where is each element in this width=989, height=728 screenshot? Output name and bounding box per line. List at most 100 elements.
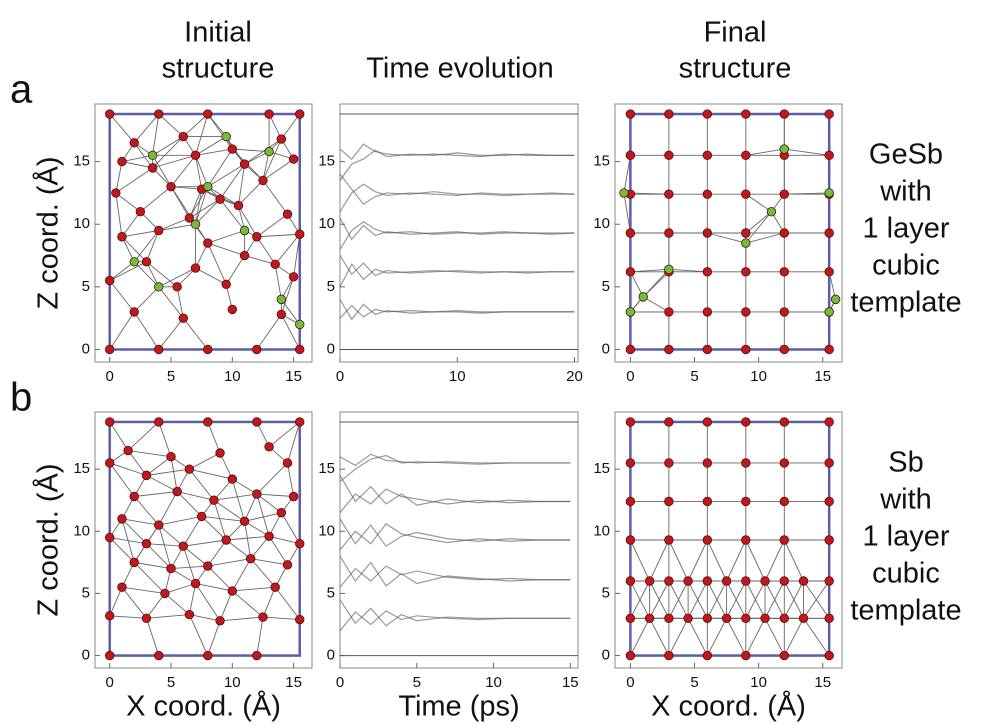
y-tick-label: 0 — [602, 340, 610, 357]
atom — [253, 490, 262, 499]
atom — [271, 260, 280, 269]
atom — [265, 442, 274, 451]
atom — [825, 229, 834, 238]
atom — [283, 210, 292, 219]
atom — [130, 258, 139, 267]
y-tick-label: 5 — [82, 584, 90, 601]
atom — [203, 182, 212, 191]
atom — [825, 614, 834, 623]
atom — [703, 190, 712, 199]
y-tick-label: 0 — [602, 647, 610, 664]
atom — [665, 418, 674, 427]
x-tick-label: 15 — [285, 368, 302, 385]
atom — [259, 613, 268, 622]
atom — [780, 145, 789, 154]
atom — [118, 157, 127, 166]
y-tick-label: 15 — [318, 153, 335, 170]
atom — [825, 151, 834, 160]
x-tick-label: 10 — [485, 674, 502, 691]
atom — [626, 418, 635, 427]
atom — [684, 614, 693, 623]
atom — [130, 308, 139, 317]
atom — [105, 533, 114, 542]
atom — [742, 308, 751, 317]
y-tick-label: 10 — [73, 215, 90, 232]
atom — [780, 651, 789, 660]
atom — [742, 239, 751, 248]
atom — [222, 280, 231, 289]
atom — [203, 110, 212, 119]
atom — [118, 515, 127, 524]
atom — [722, 614, 731, 623]
atom — [761, 577, 770, 586]
atom — [626, 308, 635, 317]
atom — [154, 651, 163, 660]
y-tick-label: 5 — [602, 278, 610, 295]
row-description: cubic — [872, 558, 940, 590]
x-tick-label: 5 — [167, 368, 175, 385]
y-tick-label: 15 — [73, 153, 90, 170]
atom — [665, 459, 674, 468]
x-axis-label: X coord. (Å) — [126, 690, 281, 723]
panel: 051015051015 — [593, 412, 842, 691]
x-tick-label: 5 — [690, 368, 698, 385]
atom — [246, 554, 255, 563]
atom — [620, 189, 629, 198]
y-tick-label: 5 — [82, 278, 90, 295]
atom — [703, 151, 712, 160]
atom — [271, 583, 280, 592]
atom — [703, 110, 712, 119]
column-title: Time evolution — [366, 53, 554, 85]
atom — [118, 583, 127, 592]
atom — [665, 651, 674, 660]
atom — [253, 232, 262, 241]
panel: 051015051015 — [318, 412, 578, 691]
atom — [173, 487, 182, 496]
atom — [742, 229, 751, 238]
atom — [665, 229, 674, 238]
atom — [626, 614, 635, 623]
atom — [780, 268, 789, 277]
y-tick-label: 15 — [73, 460, 90, 477]
atom — [799, 577, 808, 586]
atom — [167, 452, 176, 461]
y-tick-label: 0 — [82, 647, 90, 664]
y-tick-label: 10 — [73, 522, 90, 539]
x-tick-label: 15 — [814, 368, 831, 385]
atom — [154, 110, 163, 119]
atom — [645, 577, 654, 586]
atom — [259, 176, 268, 185]
atom — [105, 459, 114, 468]
x-tick-label: 0 — [106, 674, 114, 691]
panel: 051015051015 — [593, 104, 842, 385]
atom — [665, 614, 674, 623]
atom — [228, 145, 237, 154]
atom — [780, 345, 789, 354]
x-tick-label: 0 — [336, 674, 344, 691]
atom — [154, 226, 163, 235]
atom — [118, 232, 127, 241]
atom — [142, 258, 151, 267]
y-tick-label: 15 — [318, 460, 335, 477]
atom — [722, 577, 731, 586]
atom — [228, 305, 237, 314]
atom — [148, 151, 157, 160]
x-tick-label: 0 — [626, 674, 634, 691]
atom — [154, 283, 163, 292]
y-tick-label: 10 — [593, 522, 610, 539]
atom — [105, 345, 114, 354]
atom — [222, 132, 231, 141]
column-title: Final — [704, 17, 767, 49]
atom — [703, 229, 712, 238]
atom — [626, 345, 635, 354]
y-tick-label: 0 — [327, 647, 335, 664]
y-tick-label: 5 — [602, 584, 610, 601]
atom — [626, 536, 635, 545]
atom — [825, 651, 834, 660]
atom — [105, 612, 114, 621]
atom — [780, 190, 789, 199]
atom — [136, 207, 145, 216]
atom — [799, 614, 808, 623]
atom — [289, 492, 298, 501]
x-tick-label: 15 — [814, 674, 831, 691]
